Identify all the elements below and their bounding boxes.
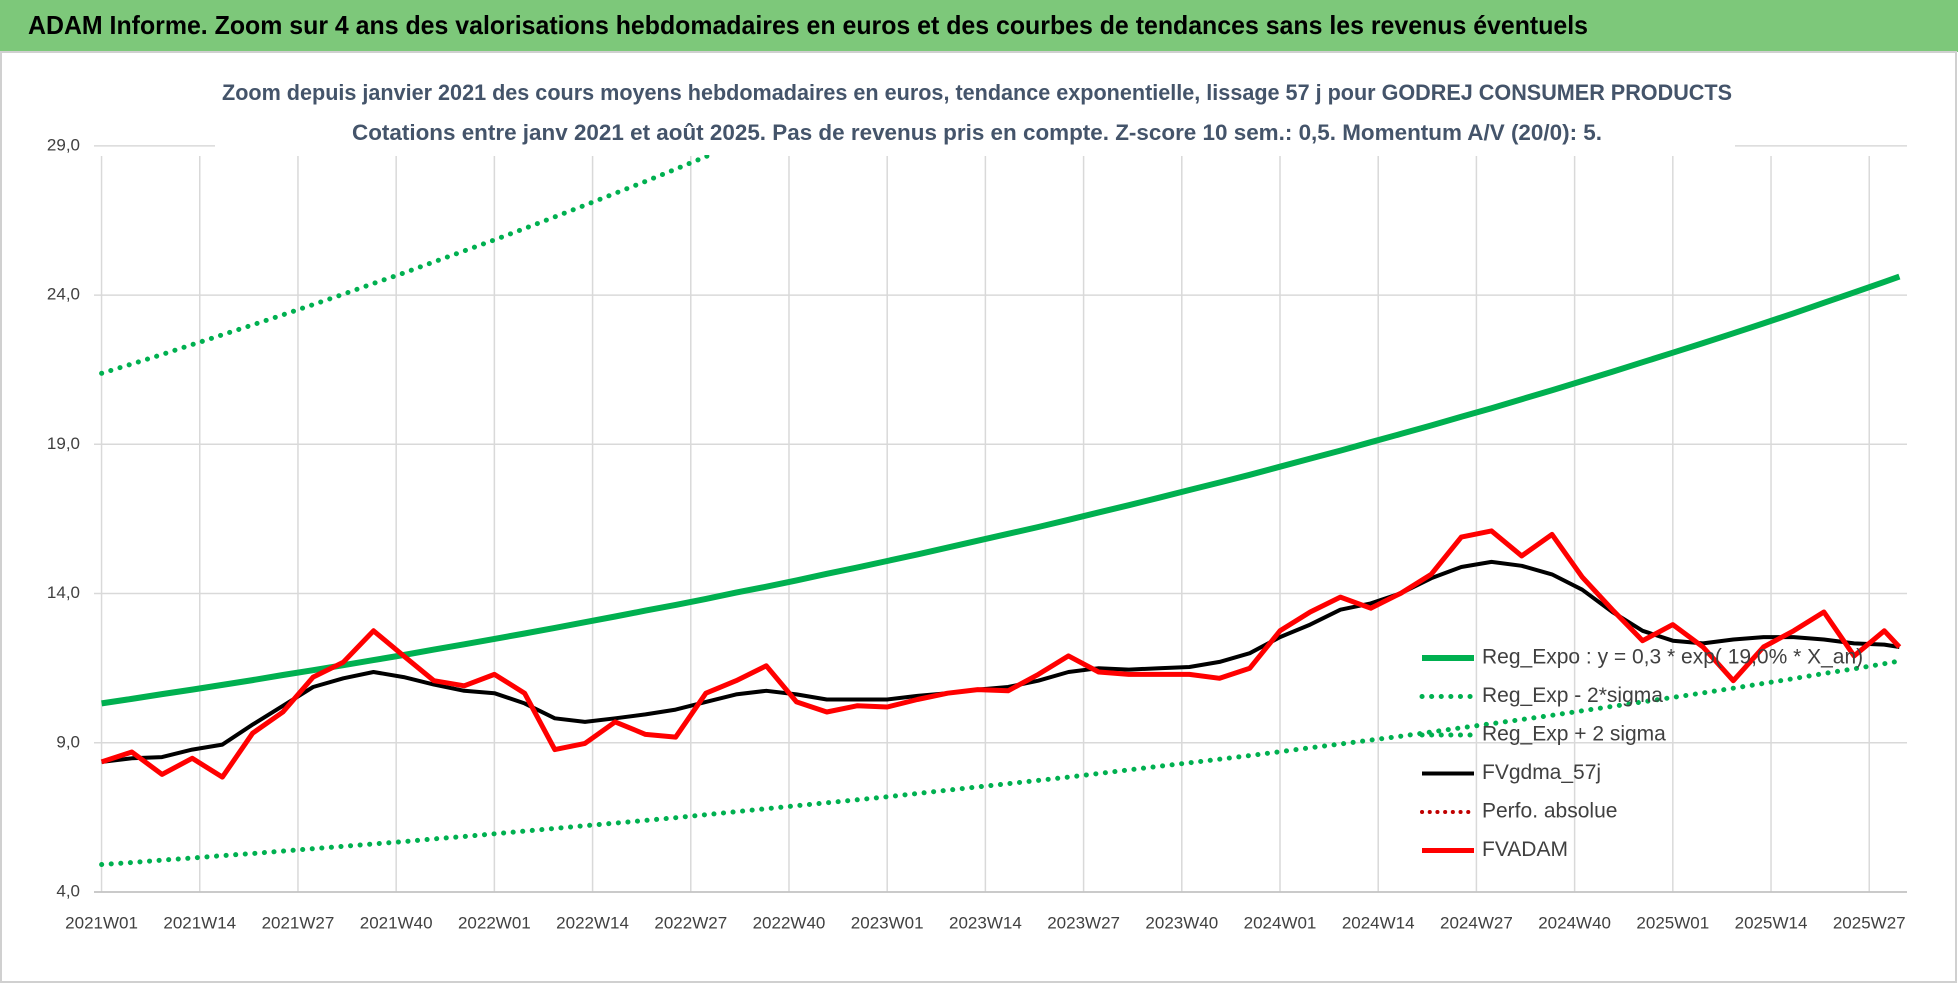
y-tick-label: 4,0 bbox=[56, 881, 80, 900]
x-tick-label: 2024W27 bbox=[1440, 913, 1513, 932]
x-tick-label: 2021W14 bbox=[163, 913, 236, 932]
x-tick-label: 2025W01 bbox=[1636, 913, 1709, 932]
legend-label: Reg_Exp - 2*sigma bbox=[1482, 684, 1663, 707]
plot-lines bbox=[99, 116, 1902, 867]
x-tick-label: 2022W01 bbox=[458, 913, 531, 932]
header-title: ADAM Informe. Zoom sur 4 ans des valoris… bbox=[28, 10, 1588, 40]
legend-label: Perfo. absolue bbox=[1482, 800, 1617, 823]
y-tick-label: 9,0 bbox=[56, 732, 80, 751]
axes: 4,0 9,0 14,0 19,0 24,0 29,0 2021W01 2021W14 2021… bbox=[47, 135, 1906, 932]
legend-label: FVADAM bbox=[1482, 838, 1568, 861]
x-tick-label: 2022W27 bbox=[654, 913, 727, 932]
title-box bbox=[215, 75, 1735, 155]
header-band bbox=[0, 0, 1958, 52]
x-tick-label: 2021W01 bbox=[65, 913, 138, 932]
legend-label: Reg_Exp + 2 sigma bbox=[1482, 723, 1666, 746]
x-tick-label: 2022W14 bbox=[556, 913, 629, 932]
x-tick-label: 2023W14 bbox=[949, 913, 1022, 932]
y-tick-label: 14,0 bbox=[47, 583, 80, 602]
x-tick-label: 2021W40 bbox=[360, 913, 433, 932]
x-tick-label: 2025W14 bbox=[1735, 913, 1808, 932]
x-tick-label: 2025W27 bbox=[1833, 913, 1906, 932]
series-line bbox=[100, 528, 1902, 780]
x-tick-label: 2022W40 bbox=[753, 913, 826, 932]
x-tick-label: 2023W40 bbox=[1145, 913, 1218, 932]
grid bbox=[94, 145, 1907, 893]
legend: Reg_Expo : y = 0,3 * exp( 19,0% * X_an) R… bbox=[1419, 646, 1863, 861]
x-tick-label: 2023W27 bbox=[1047, 913, 1120, 932]
legend-label: FVgdma_57j bbox=[1482, 761, 1601, 784]
x-tick-label: 2023W01 bbox=[851, 913, 924, 932]
chart-title: Zoom depuis janvier 2021 des cours moyen… bbox=[222, 80, 1732, 105]
x-tick-label: 2021W27 bbox=[262, 913, 335, 932]
y-tick-label: 24,0 bbox=[47, 285, 80, 304]
chart-frame bbox=[0, 51, 1957, 983]
chart-subtitle: Cotations entre janv 2021 et août 2025. … bbox=[352, 120, 1602, 145]
y-tick-label: 19,0 bbox=[47, 434, 80, 453]
x-tick-label: 2024W01 bbox=[1244, 913, 1317, 932]
x-tick-label: 2024W40 bbox=[1538, 913, 1611, 932]
y-tick-label: 29,0 bbox=[47, 135, 80, 154]
x-tick-label: 2024W14 bbox=[1342, 913, 1415, 932]
series-line bbox=[99, 116, 809, 376]
series-line bbox=[99, 658, 1902, 867]
legend-label: Reg_Expo : y = 0,3 * exp( 19,0% * X_an) bbox=[1482, 646, 1863, 669]
